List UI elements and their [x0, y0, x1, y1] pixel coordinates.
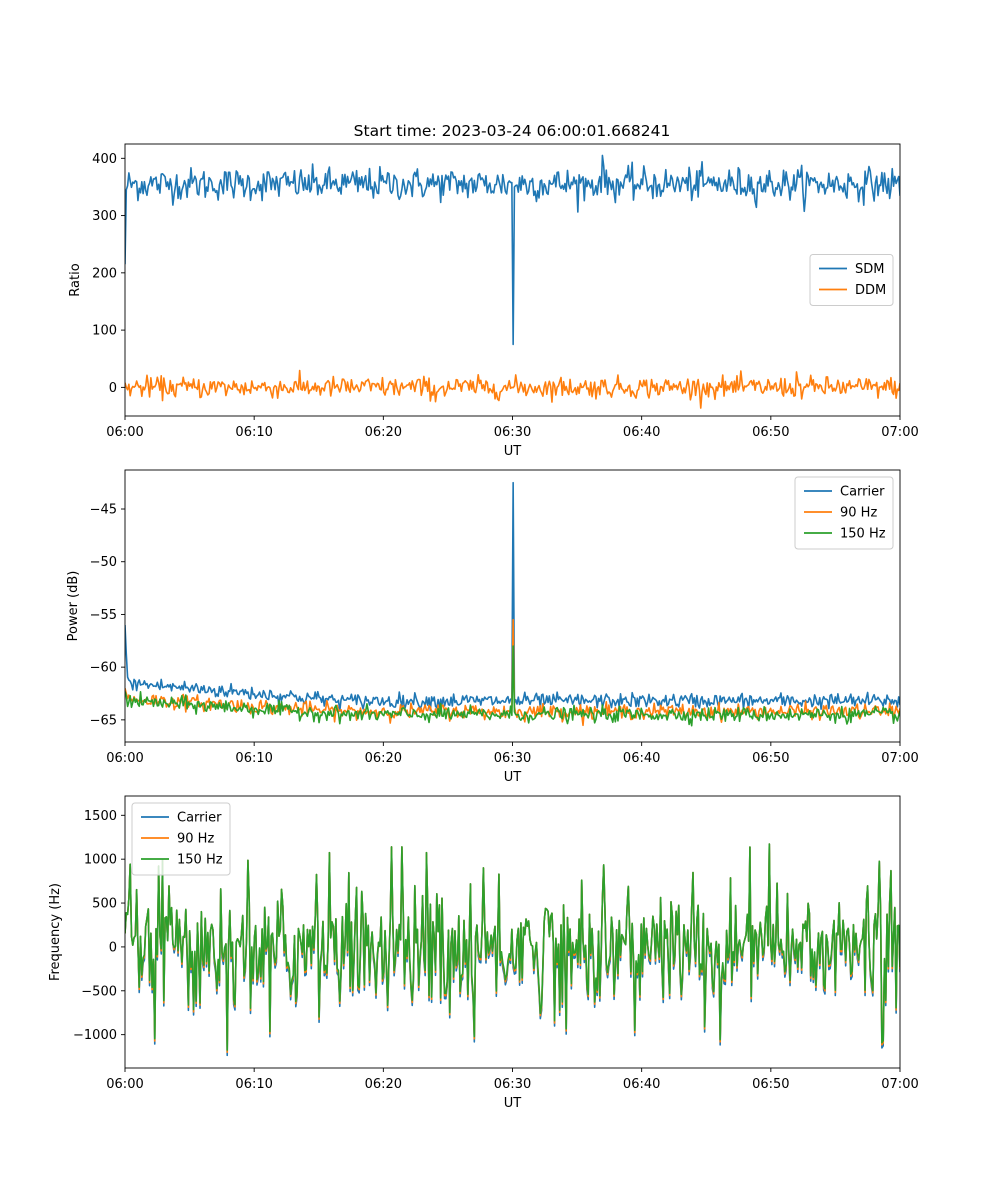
- y-tick-label: 1500: [84, 809, 117, 824]
- y-axis-label: Frequency (Hz): [48, 883, 63, 981]
- y-tick-label: 200: [92, 266, 117, 281]
- frequency-panel: 06:00 06:10 06:20 06:30 06:40 06:50 07:00 −1000…: [48, 795, 919, 1111]
- y-tick-label: 0: [109, 940, 117, 955]
- x-tick-label: 06:40: [623, 751, 660, 766]
- x-tick-label: 06:00: [106, 751, 143, 766]
- legend-label: 90 Hz: [840, 506, 877, 521]
- ratio-panel: 06:00 06:10 06:20 06:30 06:40 06:50 07:00 0 100 2…: [68, 143, 919, 459]
- y-tick-label: −55: [90, 608, 117, 623]
- y-tick-label: −500: [81, 984, 117, 999]
- x-axis-label: UT: [504, 444, 522, 459]
- y-tick-label: 300: [92, 209, 117, 224]
- legend: SDM DDM: [809, 254, 894, 306]
- series-line-carrier: [125, 481, 900, 712]
- x-tick-label: 06:40: [623, 425, 660, 440]
- x-tick-label: 06:20: [365, 1077, 402, 1092]
- legend: Carrier 90 Hz 150 Hz: [131, 802, 231, 876]
- x-tick-label: 06:50: [752, 1077, 789, 1092]
- x-tick-label: 06:50: [752, 425, 789, 440]
- x-tick-label: 06:10: [235, 751, 272, 766]
- y-tick-label: 0: [109, 381, 117, 396]
- y-tick-label: 500: [92, 897, 117, 912]
- legend-label: DDM: [855, 283, 886, 298]
- x-tick-label: 06:00: [106, 1077, 143, 1092]
- series-line-ddm: [125, 369, 900, 409]
- series-line-150-hz: [125, 645, 900, 727]
- y-tick-label: 400: [92, 152, 117, 167]
- x-axis-label: UT: [504, 770, 522, 785]
- legend-label: Carrier: [177, 811, 222, 826]
- legend-label: Carrier: [840, 485, 885, 500]
- power-panel: 06:00 06:10 06:20 06:30 06:40 06:50 07:00 −65 −6…: [66, 469, 919, 785]
- x-tick-label: 06:30: [494, 1077, 531, 1092]
- legend-label: 150 Hz: [840, 527, 886, 542]
- y-tick-label: 1000: [84, 853, 117, 868]
- y-tick-label: −45: [90, 503, 117, 518]
- x-tick-label: 06:30: [494, 751, 531, 766]
- x-tick-label: 06:40: [623, 1077, 660, 1092]
- x-tick-label: 06:00: [106, 425, 143, 440]
- figure-title: Start time: 2023-03-24 06:00:01.668241: [354, 122, 671, 140]
- y-axis-label: Ratio: [68, 263, 83, 296]
- x-tick-label: 06:10: [235, 425, 272, 440]
- series-line-150-hz: [125, 843, 900, 1051]
- series-line-sdm: [125, 154, 900, 346]
- y-axis-label: Power (dB): [66, 571, 81, 642]
- y-tick-label: −60: [90, 661, 117, 676]
- y-tick-label: −50: [90, 555, 117, 570]
- legend-label: 90 Hz: [177, 832, 214, 847]
- x-axis-label: UT: [504, 1096, 522, 1111]
- legend-label: SDM: [855, 262, 884, 277]
- x-tick-label: 07:00: [881, 425, 918, 440]
- x-tick-label: 06:20: [365, 751, 402, 766]
- y-tick-label: −1000: [73, 1028, 117, 1043]
- legend: Carrier 90 Hz 150 Hz: [794, 476, 894, 550]
- y-tick-label: −65: [90, 713, 117, 728]
- x-tick-label: 06:30: [494, 425, 531, 440]
- x-tick-label: 07:00: [881, 751, 918, 766]
- x-tick-label: 07:00: [881, 1077, 918, 1092]
- x-tick-label: 06:10: [235, 1077, 272, 1092]
- x-tick-label: 06:20: [365, 425, 402, 440]
- y-tick-label: 100: [92, 324, 117, 339]
- x-tick-label: 06:50: [752, 751, 789, 766]
- legend-label: 150 Hz: [177, 853, 223, 868]
